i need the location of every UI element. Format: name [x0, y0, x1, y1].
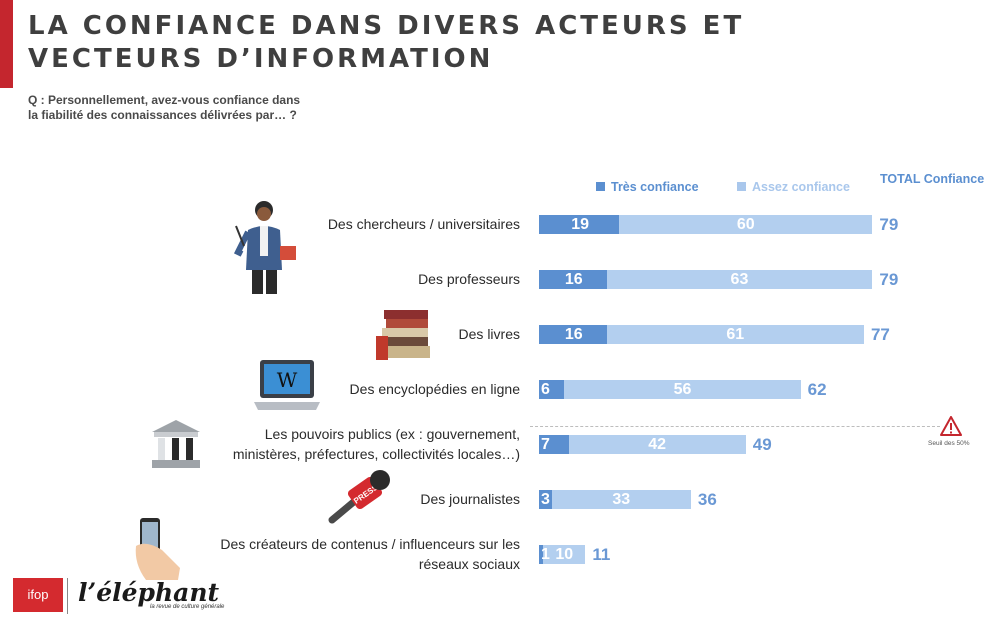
- warning-icon: [940, 416, 962, 436]
- data-label-assez: 60: [736, 215, 755, 233]
- bar-segment-assez: [551, 489, 691, 509]
- bar-segment-tres: [539, 434, 569, 454]
- category-label: Des livres: [190, 324, 520, 344]
- threshold-note: Seuil des 50%: [928, 440, 970, 447]
- bar-segment-assez: [568, 434, 746, 454]
- phone-in-hand-illustration: [135, 518, 180, 580]
- data-label-tres: 16: [564, 325, 583, 343]
- ifop-logo: ifop: [13, 578, 63, 612]
- data-label-tres: 19: [571, 215, 589, 233]
- data-label-total: 36: [697, 489, 717, 509]
- data-label-tres: 1: [541, 545, 550, 563]
- press-microphone-illustration: PRESS: [328, 470, 390, 524]
- category-label-line: Les pouvoirs publics (ex : gouvernement,: [264, 426, 520, 442]
- legend-swatch-tres: [596, 182, 605, 191]
- legend-swatch-assez: [737, 182, 746, 191]
- data-label-total: 77: [870, 324, 890, 344]
- title-line-1: LA CONFIANCE DANS DIVERS ACTEURS ET: [28, 11, 745, 41]
- data-label-tres: 7: [541, 435, 550, 453]
- bar-segment-assez: [564, 379, 801, 399]
- researcher-illustration: [233, 201, 296, 294]
- bar-segment-assez: [543, 544, 586, 564]
- category-label-line: Des livres: [458, 326, 520, 342]
- bar-segment-tres: [539, 324, 607, 344]
- bar-segment-tres: [539, 214, 620, 234]
- legend-assez-confiance: Assez confiance: [737, 180, 850, 194]
- bar-segment-tres: [539, 269, 607, 289]
- bar-segment-tres: [539, 544, 544, 564]
- government-building-illustration: [152, 420, 200, 468]
- data-label-tres: 6: [541, 380, 550, 398]
- laptop-illustration: W: [254, 360, 320, 410]
- category-label: Des chercheurs / universitaires: [190, 214, 520, 234]
- category-label-line: Des journalistes: [420, 491, 520, 507]
- svg-text:W: W: [277, 368, 298, 392]
- bar-segment-assez: [606, 324, 864, 344]
- logo-separator: [67, 578, 68, 614]
- accent-bar: [0, 0, 13, 88]
- data-label-tres: 3: [541, 490, 550, 508]
- data-label-assez: 56: [673, 380, 692, 398]
- survey-question: Q : Personnellement, avez-vous confiance…: [28, 93, 300, 123]
- data-label-total: 79: [879, 214, 899, 234]
- data-label-total: 79: [879, 269, 899, 289]
- legend-total-confiance: TOTAL Confiance: [880, 172, 985, 186]
- data-label-total: 62: [807, 379, 827, 399]
- data-label-assez: 33: [612, 490, 631, 508]
- data-label-total: 11: [592, 544, 611, 564]
- data-label-assez: 63: [730, 270, 749, 288]
- category-label: Des créateurs de contenus / influenceurs…: [190, 534, 520, 574]
- category-label-line: Des professeurs: [418, 271, 520, 287]
- legend-tres-confiance: Très confiance: [596, 180, 699, 194]
- data-label-tres: 16: [564, 270, 583, 288]
- elephant-logo: l’éléphant: [78, 578, 220, 607]
- data-label-assez: 61: [726, 325, 745, 343]
- data-label-assez: 10: [555, 545, 574, 563]
- category-label-line: ministères, préfectures, collectivités l…: [232, 446, 520, 462]
- category-label-line: Des créateurs de contenus / influenceurs…: [220, 536, 520, 552]
- category-label-line: Des encyclopédies en ligne: [349, 381, 520, 397]
- legend-label-assez: Assez confiance: [752, 180, 850, 194]
- page-title: LA CONFIANCE DANS DIVERS ACTEURS ET VECT…: [28, 10, 744, 76]
- legend-label-tres: Très confiance: [611, 180, 699, 194]
- category-label: Des encyclopédies en ligne: [190, 379, 520, 399]
- bar-segment-assez: [606, 269, 873, 289]
- category-label: Les pouvoirs publics (ex : gouvernement,…: [190, 424, 520, 464]
- question-line-2: la fiabilité des connaissances délivrées…: [28, 108, 297, 122]
- data-label-total: 49: [752, 434, 772, 454]
- category-label: Des professeurs: [190, 269, 520, 289]
- bar-segment-tres: [539, 489, 552, 509]
- category-label-line: réseaux sociaux: [418, 556, 520, 572]
- category-label-line: Des chercheurs / universitaires: [327, 216, 520, 232]
- bar-segment-assez: [619, 214, 873, 234]
- threshold-line: [530, 426, 940, 427]
- title-line-2: VECTEURS D’INFORMATION: [28, 44, 494, 74]
- category-label: Des journalistes: [190, 489, 520, 509]
- bar-segment-tres: [539, 379, 565, 399]
- elephant-logo-subtitle: la revue de culture générale: [150, 604, 225, 610]
- data-label-assez: 42: [648, 435, 667, 453]
- question-line-1: Q : Personnellement, avez-vous confiance…: [28, 93, 301, 107]
- books-illustration: [376, 310, 430, 360]
